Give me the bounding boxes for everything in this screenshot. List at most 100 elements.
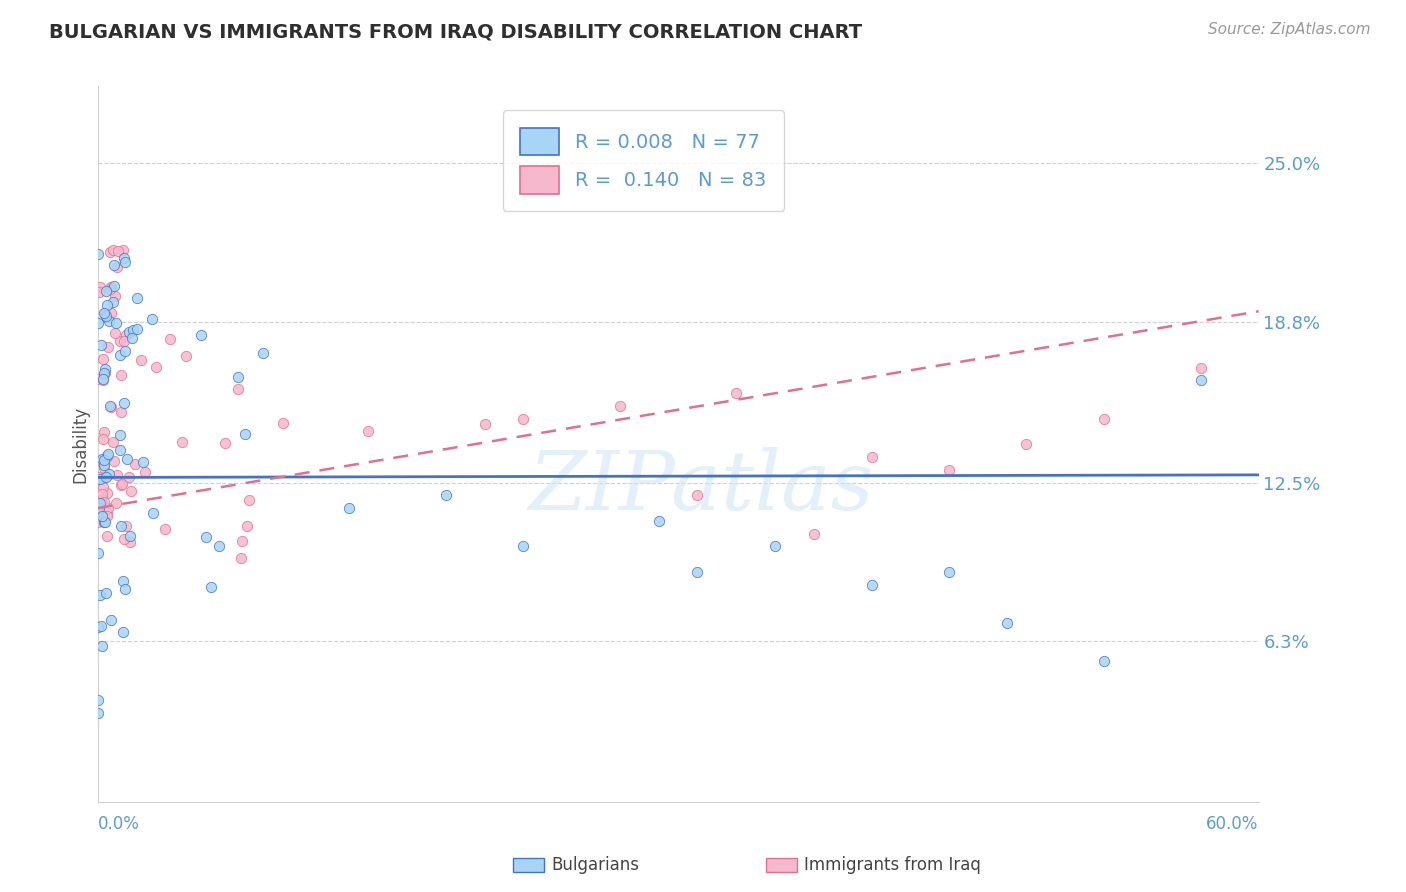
Y-axis label: Disability: Disability — [72, 406, 89, 483]
Point — [86, 515, 108, 529]
Point — [87, 620, 110, 634]
Point — [96, 485, 118, 500]
Point — [93, 432, 115, 446]
Point — [134, 465, 156, 479]
Point — [114, 343, 136, 358]
Point — [238, 493, 260, 508]
Point — [101, 435, 124, 450]
Point — [132, 455, 155, 469]
Point — [96, 529, 118, 543]
Point — [112, 251, 135, 265]
Point — [1189, 373, 1212, 387]
Point — [90, 452, 112, 467]
Point — [87, 372, 110, 386]
Point — [98, 282, 121, 296]
Point — [686, 565, 709, 579]
Point — [122, 323, 145, 337]
Point — [108, 442, 131, 457]
Point — [93, 461, 115, 475]
Text: ZIPatlas: ZIPatlas — [529, 447, 875, 527]
Point — [105, 316, 128, 330]
Point — [118, 325, 141, 339]
Point — [90, 471, 112, 485]
Text: Source: ZipAtlas.com: Source: ZipAtlas.com — [1208, 22, 1371, 37]
Point — [86, 247, 108, 261]
Point — [91, 480, 114, 494]
Point — [89, 514, 111, 528]
Point — [115, 328, 138, 343]
Point — [112, 334, 135, 349]
Point — [648, 514, 671, 528]
Point — [93, 495, 115, 509]
Point — [93, 306, 115, 320]
Point — [271, 417, 294, 431]
Legend: R = 0.008   N = 77, R =  0.140   N = 83: R = 0.008 N = 77, R = 0.140 N = 83 — [503, 111, 783, 211]
Point — [763, 540, 786, 554]
Point — [142, 507, 165, 521]
Point — [103, 278, 125, 293]
Point — [112, 625, 135, 640]
Point — [357, 425, 380, 439]
Point — [194, 530, 217, 544]
Point — [96, 297, 118, 311]
Point — [93, 425, 115, 439]
Point — [115, 452, 138, 467]
Point — [860, 578, 883, 592]
Point — [108, 334, 131, 348]
Point — [105, 260, 128, 274]
Point — [89, 280, 111, 294]
Point — [93, 366, 115, 380]
Point — [90, 508, 112, 523]
Point — [93, 453, 115, 467]
Point — [110, 477, 132, 491]
Point — [94, 516, 117, 530]
Point — [98, 400, 121, 414]
Point — [94, 470, 117, 484]
Point — [118, 528, 141, 542]
Point — [110, 368, 132, 382]
Point — [93, 516, 115, 530]
Text: 60.0%: 60.0% — [1206, 815, 1258, 833]
Point — [337, 501, 360, 516]
Text: Bulgarians: Bulgarians — [551, 856, 640, 874]
Point — [1092, 411, 1115, 425]
Point — [114, 255, 136, 269]
Point — [512, 411, 534, 425]
Point — [104, 495, 127, 509]
Point — [86, 545, 108, 559]
Point — [112, 574, 135, 588]
Point — [91, 372, 114, 386]
Point — [104, 289, 127, 303]
Point — [103, 243, 125, 257]
Point — [124, 457, 146, 471]
Point — [94, 470, 117, 484]
Point — [89, 472, 111, 486]
Point — [110, 518, 132, 533]
Point — [229, 551, 252, 566]
Point — [108, 428, 131, 442]
Point — [129, 353, 152, 368]
Point — [434, 488, 457, 502]
Point — [87, 285, 110, 299]
Point — [474, 417, 496, 431]
Point — [90, 512, 112, 526]
Point — [214, 436, 236, 450]
Point — [103, 454, 125, 468]
Point — [233, 427, 256, 442]
Point — [90, 487, 112, 501]
Point — [104, 326, 127, 340]
Point — [118, 535, 141, 549]
Point — [112, 243, 135, 257]
Point — [94, 367, 117, 381]
Point — [609, 399, 631, 413]
Point — [96, 310, 118, 324]
Point — [90, 619, 112, 633]
Point — [98, 467, 121, 481]
Point — [200, 580, 222, 594]
Point — [938, 463, 960, 477]
Point — [190, 327, 212, 342]
Point — [90, 454, 112, 468]
Point — [110, 405, 132, 419]
Point — [995, 616, 1018, 631]
Point — [153, 522, 176, 536]
